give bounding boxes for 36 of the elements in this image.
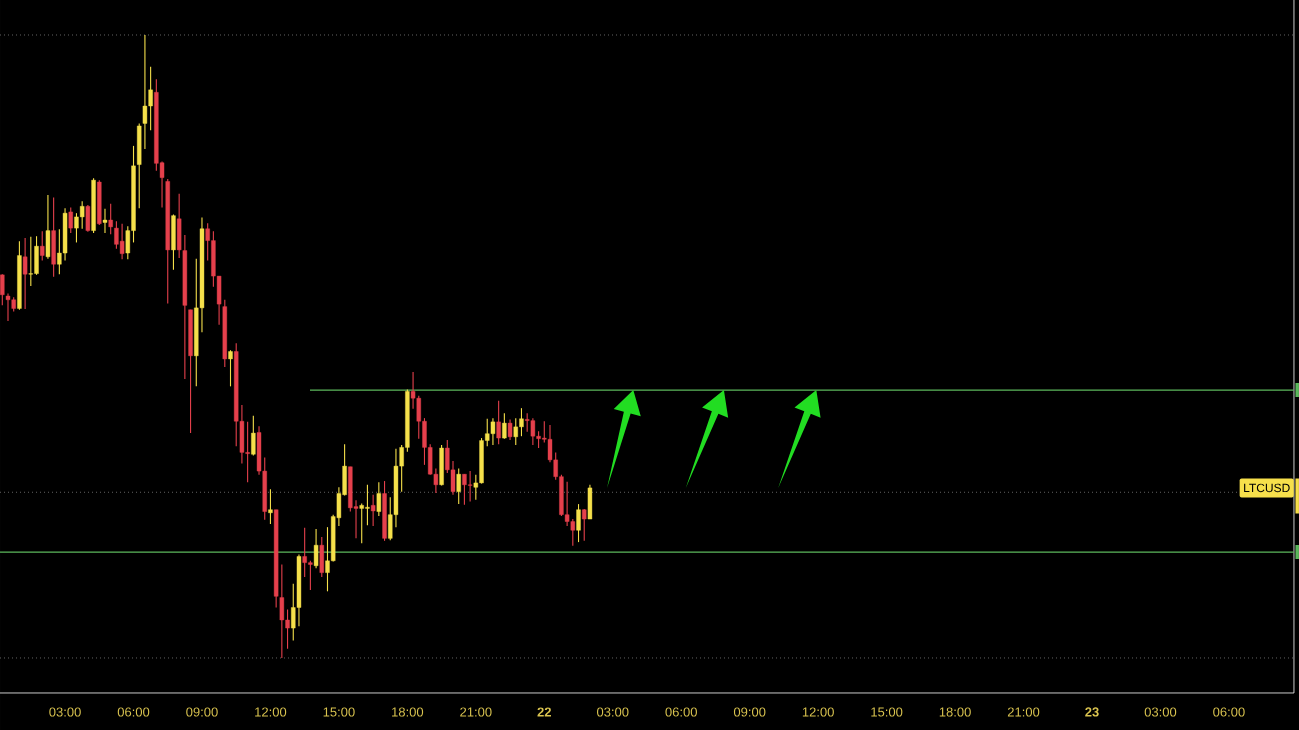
candlestick: [370, 494, 376, 527]
candlestick: [228, 349, 233, 387]
candlestick: [507, 418, 513, 441]
x-tick-label: 09:00: [733, 707, 766, 717]
candlestick: [582, 508, 587, 542]
x-tick-label: 03:00: [596, 707, 629, 717]
x-tick-label: 03:00: [49, 707, 81, 717]
candlestick: [576, 503, 581, 543]
x-tick-label: 21:00: [1007, 707, 1040, 717]
x-tick-label: 06:00: [117, 707, 150, 717]
x-tick-label: 23: [1085, 707, 1099, 717]
x-tick-label: 22: [537, 707, 551, 717]
annotation: LTCUSD: [1244, 483, 1290, 493]
candlestick: [313, 528, 319, 569]
x-tick-label: 03:00: [1144, 707, 1177, 717]
candlestick: [68, 207, 73, 234]
candlestick: [22, 237, 28, 310]
candlestick: [102, 208, 108, 234]
x-tick-label: 18:00: [392, 707, 424, 717]
x-tick-label: 18:00: [939, 707, 971, 717]
x-tick-label: 15:00: [323, 707, 355, 717]
x-tick-label: 09:00: [186, 707, 218, 717]
x-tick-label: 06:00: [665, 707, 697, 717]
x-tick-label: 12:00: [802, 707, 834, 717]
candlestick: [502, 412, 507, 440]
candlestick: [251, 415, 256, 457]
candlestick: [376, 481, 382, 517]
x-tick-label: 06:00: [1213, 707, 1245, 717]
x-tick-label: 15:00: [871, 707, 903, 717]
candlestick: [40, 230, 45, 262]
candlestick: [496, 400, 501, 445]
x-tick-label: 12:00: [255, 707, 287, 717]
candlestick: [0, 273, 5, 306]
candlestick: [456, 468, 461, 505]
candlestick: [268, 488, 273, 525]
x-tick-label: 21:00: [460, 707, 492, 717]
